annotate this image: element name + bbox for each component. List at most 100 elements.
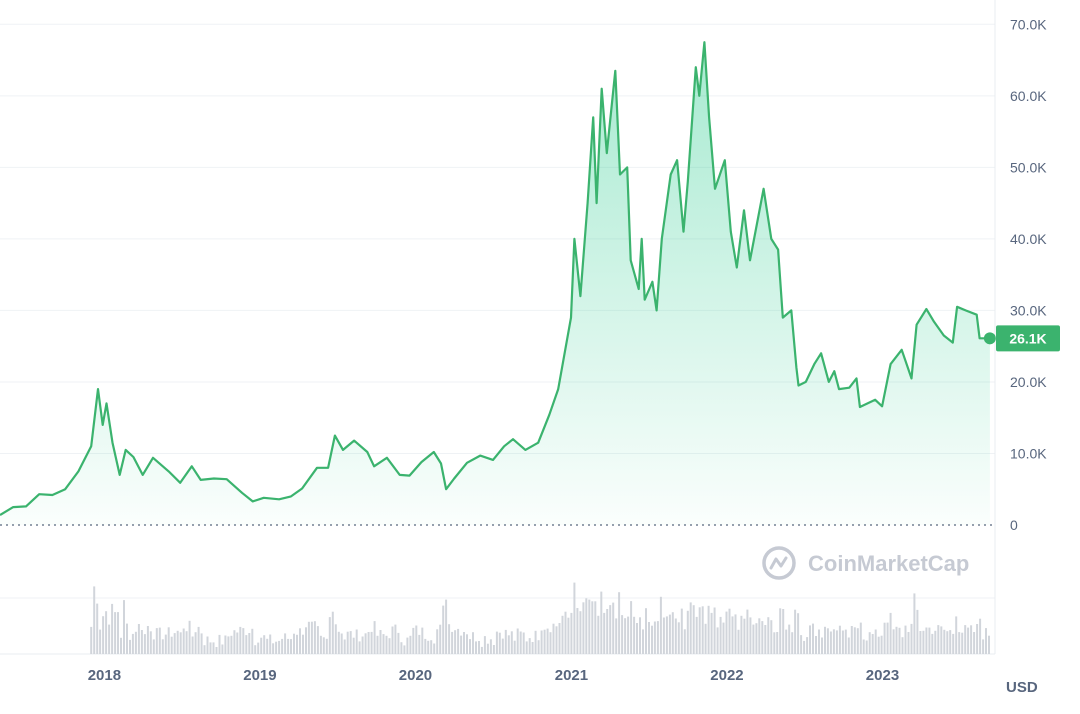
volume-bar bbox=[424, 638, 427, 654]
volume-bar bbox=[331, 611, 334, 654]
volume-bar bbox=[824, 626, 826, 654]
volume-bar bbox=[430, 640, 433, 654]
volume-bar bbox=[952, 633, 955, 654]
current-price-label: 26.1K bbox=[1009, 330, 1046, 346]
volume-bar bbox=[919, 631, 922, 654]
volume-bar bbox=[847, 637, 850, 654]
volume-bar bbox=[504, 629, 507, 654]
y-tick-label: 10.0K bbox=[1010, 445, 1047, 461]
volume-bar bbox=[126, 623, 128, 654]
volume-bar bbox=[299, 628, 301, 654]
volume-bar bbox=[111, 603, 114, 654]
volume-bar bbox=[743, 618, 746, 654]
volume-bar bbox=[946, 631, 949, 654]
volume-bar bbox=[913, 593, 916, 654]
volume-bar bbox=[528, 638, 531, 654]
currency-label: USD bbox=[1006, 679, 1038, 696]
volume-bar bbox=[988, 635, 990, 654]
volume-bar bbox=[910, 623, 913, 654]
volume-bar bbox=[412, 627, 415, 654]
volume-bar bbox=[373, 621, 376, 654]
volume-bar bbox=[463, 632, 465, 654]
volume-bar bbox=[248, 633, 251, 654]
volume-bar bbox=[263, 635, 266, 654]
volume-bar bbox=[469, 639, 471, 654]
volume-bar bbox=[633, 616, 636, 654]
volume-bar bbox=[591, 601, 594, 654]
volume-bar bbox=[639, 617, 641, 654]
volume-bar bbox=[797, 613, 800, 654]
volume-bar bbox=[618, 592, 621, 654]
volume-bar bbox=[254, 645, 257, 654]
volume-bar bbox=[531, 642, 534, 654]
y-tick-label: 40.0K bbox=[1010, 231, 1047, 247]
volume-bar bbox=[102, 616, 105, 654]
volume-bar bbox=[233, 630, 236, 654]
volume-bar bbox=[275, 641, 278, 654]
volume-bar bbox=[576, 608, 579, 654]
volume-bar bbox=[427, 640, 430, 654]
volume-bar bbox=[624, 618, 627, 654]
volume-bar bbox=[251, 628, 254, 654]
volume-bar bbox=[185, 631, 188, 654]
volume-bar bbox=[501, 638, 504, 654]
volume-bar bbox=[844, 629, 847, 654]
coinmarketcap-logo-icon bbox=[762, 546, 796, 580]
volume-bar bbox=[188, 620, 191, 654]
volume-bar bbox=[648, 622, 650, 654]
volume-bar bbox=[853, 627, 856, 654]
volume-bar bbox=[516, 628, 519, 654]
volume-bar bbox=[313, 621, 316, 654]
volume-bar bbox=[227, 636, 230, 654]
price-area bbox=[0, 42, 990, 525]
volume-bar bbox=[630, 601, 633, 654]
volume-bar bbox=[767, 617, 770, 654]
volume-bar bbox=[934, 630, 937, 654]
volume-bar bbox=[134, 631, 137, 654]
volume-bar bbox=[328, 617, 331, 654]
volume-bar bbox=[334, 624, 337, 654]
volume-bar bbox=[305, 627, 307, 654]
volume-bar bbox=[967, 627, 970, 654]
volume-bar bbox=[907, 632, 910, 654]
volume-bar bbox=[752, 624, 755, 654]
volume-bar bbox=[206, 636, 209, 654]
volume-bar bbox=[287, 638, 290, 654]
volume-bar bbox=[656, 621, 659, 654]
volume-bar bbox=[809, 625, 811, 654]
volume-bar bbox=[838, 625, 841, 654]
volume-bar bbox=[788, 624, 791, 654]
volume-bar bbox=[510, 631, 513, 654]
y-tick-label: 20.0K bbox=[1010, 374, 1047, 390]
volume-bar bbox=[281, 638, 284, 654]
volume-bar bbox=[129, 639, 131, 654]
volume-bar bbox=[117, 612, 119, 654]
volume-bar bbox=[892, 629, 895, 654]
volume-bar bbox=[931, 633, 934, 654]
y-tick-label: 50.0K bbox=[1010, 159, 1047, 175]
volume-bar bbox=[916, 609, 919, 654]
y-axis-ticks: 0 10.0K 20.0K 30.0K 40.0K 50.0K 60.0K 70.0K bbox=[1010, 16, 1047, 533]
volume-bar bbox=[740, 615, 743, 654]
volume-bar bbox=[642, 629, 644, 654]
volume-bar bbox=[829, 631, 832, 654]
volume-bar bbox=[728, 608, 731, 654]
volume-bar bbox=[627, 616, 630, 654]
volume-bar bbox=[167, 627, 170, 654]
volume-bar bbox=[850, 626, 853, 654]
volume-bar bbox=[293, 633, 295, 654]
volume-bar bbox=[964, 625, 967, 654]
volume-bar bbox=[433, 643, 436, 654]
volume-bar bbox=[310, 621, 313, 654]
volume-bar bbox=[704, 623, 707, 654]
price-line-layer bbox=[0, 41, 990, 516]
volume-bar bbox=[340, 633, 343, 654]
volume-bar bbox=[143, 634, 146, 654]
volume-bar bbox=[841, 630, 844, 654]
volume-bar bbox=[266, 638, 269, 654]
volume-bar bbox=[209, 642, 212, 654]
volume-bar bbox=[352, 637, 355, 654]
volume-bar bbox=[791, 632, 794, 654]
volume-bar bbox=[376, 635, 379, 654]
